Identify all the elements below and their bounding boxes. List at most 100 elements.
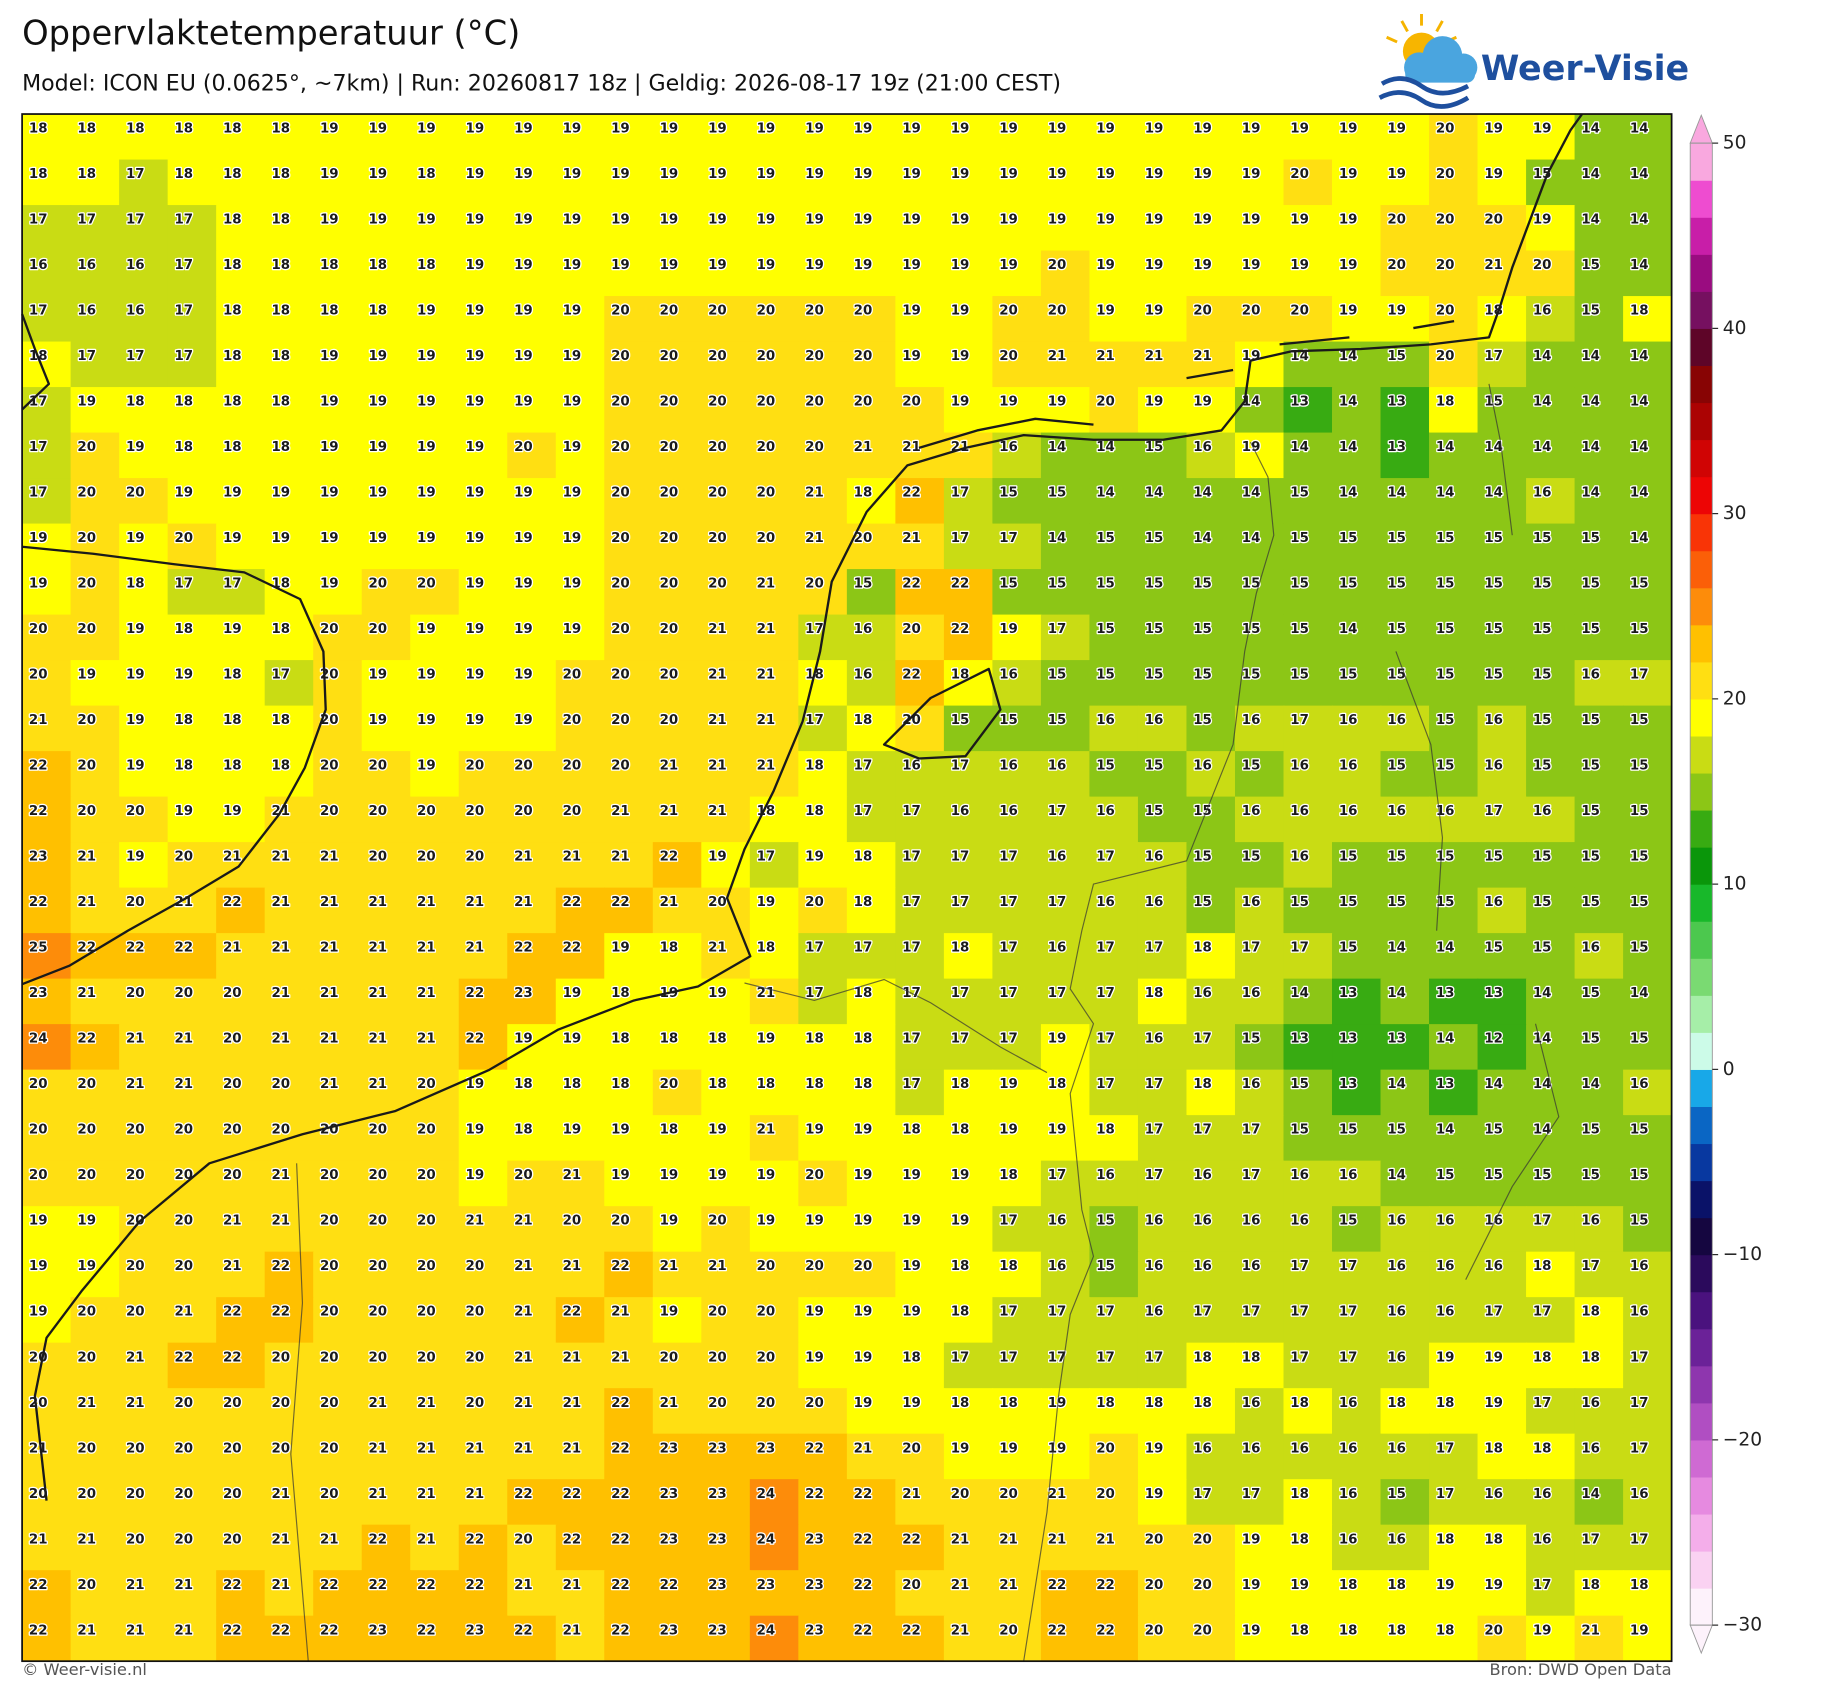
temperature-label: 16 [1484, 895, 1503, 910]
temperature-cell [119, 1115, 169, 1162]
temperature-cell [1283, 978, 1333, 1025]
temperature-label: 21 [805, 531, 824, 546]
temperature-cell [1283, 250, 1333, 297]
temperature-cell [410, 1342, 460, 1389]
temperature-label: 14 [1242, 531, 1261, 546]
temperature-cell [1332, 1297, 1382, 1344]
temperature-label: 22 [466, 1032, 485, 1047]
temperature-label: 19 [563, 213, 582, 228]
temperature-cell [555, 1479, 605, 1526]
temperature-cell [1526, 751, 1576, 798]
temperature-label: 14 [1193, 486, 1212, 501]
temperature-cell [1283, 1024, 1333, 1071]
temperature-label: 19 [29, 577, 48, 592]
temperature-cell [1234, 1388, 1285, 1435]
temperature-cell [701, 751, 751, 798]
temperature-label: 16 [1484, 1259, 1503, 1274]
temperature-label: 15 [1436, 577, 1455, 592]
temperature-label: 21 [514, 1350, 533, 1365]
logo-wave [1380, 76, 1470, 96]
temperature-label: 21 [514, 1578, 533, 1593]
temperature-cell [1574, 478, 1624, 525]
temperature-label: 20 [611, 577, 630, 592]
temperature-label: 16 [1484, 713, 1503, 728]
temperature-label: 15 [1630, 759, 1649, 774]
temperature-label: 19 [999, 258, 1018, 273]
temperature-label: 21 [1048, 1487, 1067, 1502]
temperature-cell [1429, 660, 1479, 707]
temperature-cell [1623, 1251, 1673, 1298]
temperature-label: 17 [951, 986, 970, 1001]
temperature-label: 21 [223, 1259, 242, 1274]
temperature-label: 15 [1484, 395, 1503, 410]
temperature-label: 19 [611, 1123, 630, 1138]
temperature-cell [167, 614, 217, 661]
temperature-cell [119, 1297, 169, 1344]
temperature-label: 21 [757, 668, 776, 683]
temperature-label: 16 [1436, 1305, 1455, 1320]
temperature-label: 21 [271, 850, 290, 865]
temperature-cell [943, 478, 994, 525]
temperature-cell [943, 1479, 994, 1526]
temperature-cell [1332, 614, 1382, 661]
temperature-label: 15 [1581, 759, 1600, 774]
temperature-label: 18 [29, 167, 48, 182]
temperature-cell [846, 1115, 897, 1162]
temperature-label: 13 [1339, 1032, 1358, 1047]
temperature-cell [167, 1069, 217, 1116]
temperature-label: 19 [223, 531, 242, 546]
temperature-cell [798, 1024, 848, 1071]
temperature-label: 15 [1581, 531, 1600, 546]
temperature-label: 16 [1436, 1214, 1455, 1229]
temperature-cell [1477, 887, 1527, 934]
temperature-cell [749, 1115, 800, 1162]
temperature-cell [1380, 569, 1430, 616]
temperature-label: 15 [1048, 713, 1067, 728]
temperature-label: 18 [223, 304, 242, 319]
temperature-cell [313, 1297, 363, 1344]
temperature-cell [1089, 1206, 1139, 1253]
temperature-label: 18 [1290, 1487, 1309, 1502]
temperature-label: 16 [1339, 1396, 1358, 1411]
temperature-label: 21 [902, 531, 921, 546]
temperature-cell [507, 341, 557, 388]
temperature-cell [1477, 933, 1527, 980]
temperature-label: 20 [757, 1396, 776, 1411]
temperature-label: 20 [902, 395, 921, 410]
temperature-cell [701, 1479, 751, 1526]
temperature-label: 18 [271, 167, 290, 182]
temperature-cell [798, 1251, 848, 1298]
temperature-cell [1380, 1069, 1430, 1116]
temperature-cell [1186, 660, 1236, 707]
temperature-cell [1234, 1206, 1285, 1253]
temperature-cell [992, 933, 1042, 980]
temperature-label: 20 [611, 304, 630, 319]
temperature-cell [1137, 1160, 1188, 1207]
temperature-label: 18 [126, 122, 145, 137]
temperature-cell [652, 1388, 703, 1435]
temperature-cell [749, 387, 800, 434]
temperature-label: 14 [1387, 486, 1406, 501]
temperature-label: 15 [1290, 895, 1309, 910]
temperature-label: 17 [1048, 1305, 1067, 1320]
temperature-label: 18 [320, 258, 339, 273]
temperature-cell [701, 387, 751, 434]
colorbar-band [1690, 1402, 1713, 1441]
temperature-cell [216, 1251, 266, 1298]
temperature-cell [1089, 1024, 1139, 1071]
temperature-label: 23 [708, 1487, 727, 1502]
temperature-label: 18 [1436, 395, 1455, 410]
temperature-cell [604, 1069, 654, 1116]
temperature-label: 15 [1145, 577, 1164, 592]
temperature-label: 19 [1630, 1623, 1649, 1638]
temperature-label: 13 [1484, 986, 1503, 1001]
temperature-label: 19 [563, 986, 582, 1001]
temperature-cell [1283, 796, 1333, 843]
temperature-label: 21 [514, 1305, 533, 1320]
temperature-cell [458, 1206, 508, 1253]
temperature-label: 17 [902, 895, 921, 910]
temperature-label: 18 [1387, 1623, 1406, 1638]
temperature-cell [1574, 432, 1624, 479]
temperature-label: 16 [854, 622, 873, 637]
temperature-label: 15 [1096, 1214, 1115, 1229]
